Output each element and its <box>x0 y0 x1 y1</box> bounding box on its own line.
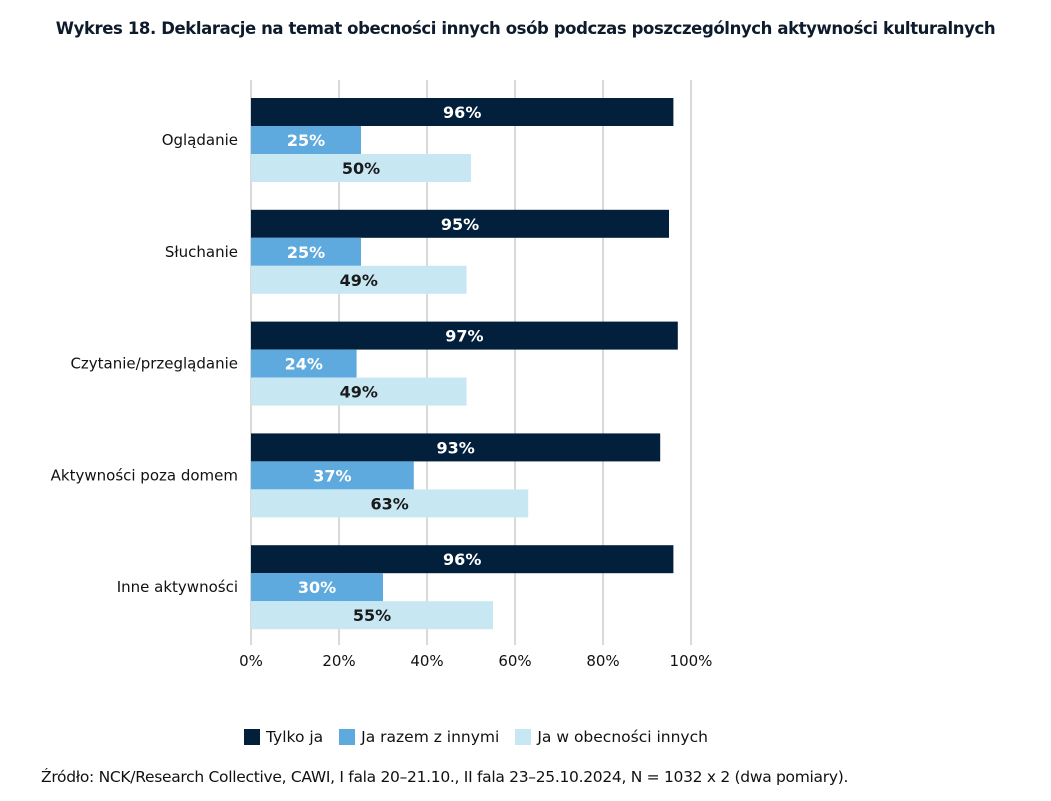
category-label: Inne aktywności <box>117 578 238 596</box>
bar <box>251 573 383 602</box>
x-tick-label: 0% <box>239 652 263 670</box>
category-labels: Oglądanie Słuchanie Czytanie/przeglądanie A… <box>51 131 238 596</box>
data-label: 63% <box>370 494 408 513</box>
bar <box>251 377 467 406</box>
legend-item: Ja w obecności innych <box>515 728 708 746</box>
x-tick-label: 60% <box>498 652 531 670</box>
legend: Tylko ja Ja razem z innymi Ja w obecności … <box>244 728 724 746</box>
data-label: 55% <box>353 606 391 625</box>
bar <box>251 489 529 518</box>
x-tick-labels: 0% 20% 40% 60% 80% 100% <box>239 652 712 670</box>
chart-title: Wykres 18. Deklaracje na temat obecności… <box>55 19 996 38</box>
legend-swatch <box>339 729 356 745</box>
category-label: Oglądanie <box>162 131 238 149</box>
bar <box>251 126 361 154</box>
data-label: 24% <box>285 355 323 374</box>
data-label: 96% <box>443 550 481 569</box>
data-label: 96% <box>443 103 481 122</box>
bars: 96% 25% 50% 95% 25% 49% 97% 24% 49% 93% 37% 63% 96% 3… <box>251 98 678 630</box>
data-label: 49% <box>340 271 378 290</box>
legend-label: Ja razem z innymi <box>361 728 500 746</box>
bar <box>251 601 493 630</box>
legend-swatch <box>244 729 260 745</box>
legend-swatch <box>515 729 532 745</box>
bar-chart: 96% 25% 50% 95% 25% 49% 97% 24% 49% 93% 37% 63% 96% 3… <box>51 80 712 670</box>
bar <box>251 209 669 238</box>
legend-item: Tylko ja <box>244 728 323 746</box>
category-label: Czytanie/przeglądanie <box>70 355 238 373</box>
x-tick-label: 20% <box>322 652 355 670</box>
bar <box>251 545 674 574</box>
bar <box>251 349 357 378</box>
data-label: 95% <box>441 215 479 234</box>
x-tick-label: 80% <box>586 652 619 670</box>
data-label: 30% <box>298 578 336 597</box>
data-label: 25% <box>287 243 325 262</box>
source-note: Źródło: NCK/Research Collective, CAWI, I… <box>41 768 849 786</box>
x-tick-label: 40% <box>410 652 443 670</box>
data-label: 37% <box>313 466 351 485</box>
data-label: 25% <box>287 131 325 150</box>
category-label: Aktywności poza domem <box>51 466 238 484</box>
data-label: 50% <box>342 159 380 178</box>
data-label: 49% <box>340 383 378 402</box>
legend-label: Ja w obecności innych <box>537 728 708 746</box>
legend-item: Ja razem z innymi <box>339 728 499 746</box>
bar <box>251 321 678 350</box>
bar <box>251 154 471 182</box>
bar <box>251 237 361 266</box>
data-label: 93% <box>436 438 474 457</box>
legend-label: Tylko ja <box>266 728 324 746</box>
category-label: Słuchanie <box>165 243 238 261</box>
x-tick-label: 100% <box>670 652 713 670</box>
bar <box>251 461 414 490</box>
data-label: 97% <box>445 327 483 346</box>
bar <box>251 265 467 294</box>
bar <box>251 433 661 462</box>
bar <box>251 98 674 126</box>
